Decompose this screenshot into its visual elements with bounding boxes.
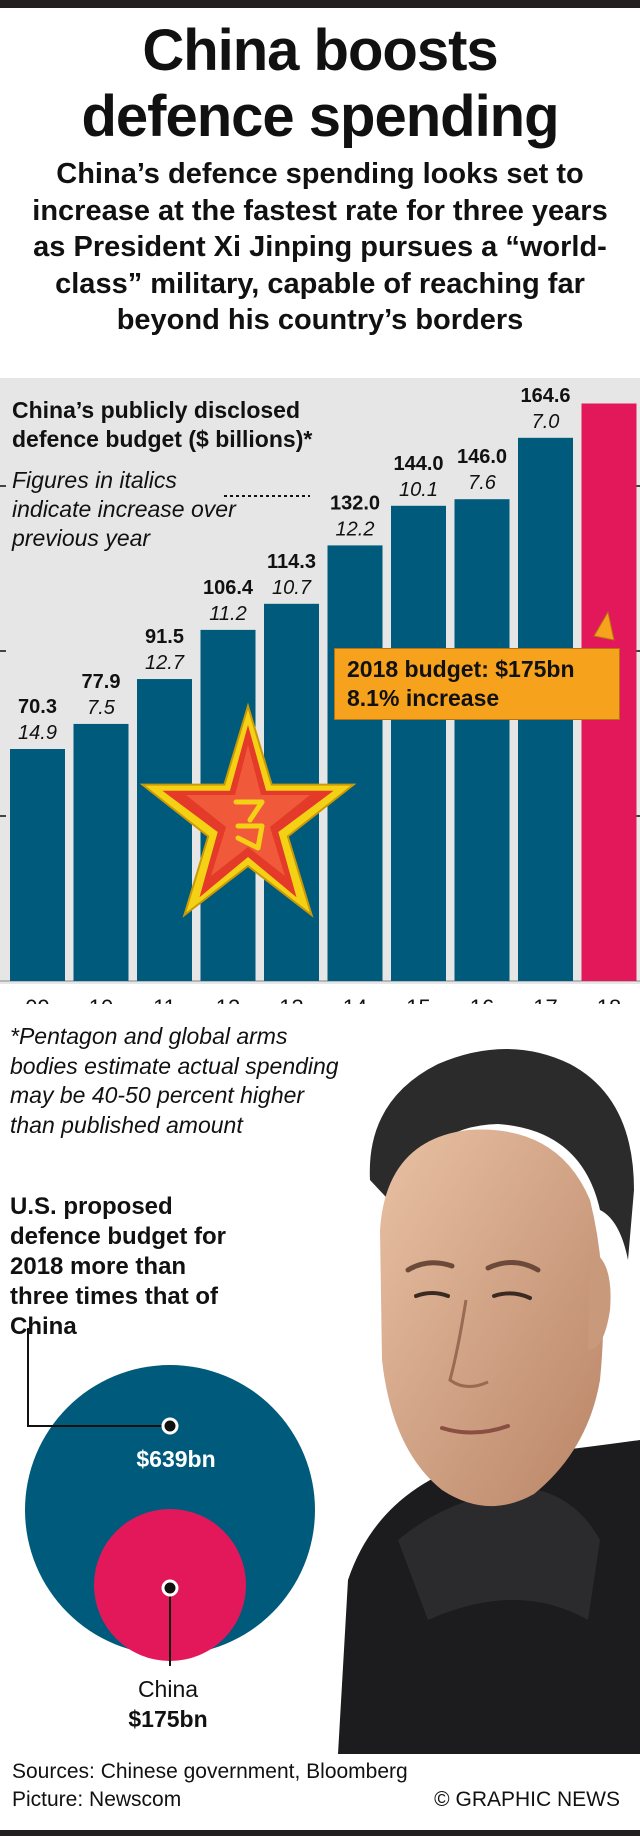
value-label-11: 91.5 <box>145 626 184 648</box>
increase-label-17: 7.0 <box>532 411 560 433</box>
increase-label-14: 12.2 <box>336 518 375 540</box>
chart-note: Figures in italics indicate increase ove… <box>12 467 236 551</box>
subtitle: China’s defence spending looks set to in… <box>32 158 608 336</box>
x-tick-label-13: 13 <box>279 995 303 1004</box>
value-label-17: 164.6 <box>520 385 570 407</box>
increase-label-09: 14.9 <box>18 722 57 744</box>
x-tick-label-09: 09 <box>25 995 49 1004</box>
value-label-16: 146.0 <box>457 446 507 468</box>
bottom-rule <box>0 1830 640 1836</box>
china-leader-dot <box>161 1579 179 1597</box>
x-tick-label-12: 12 <box>216 995 240 1004</box>
graphic-news-credit: © GRAPHIC NEWS <box>434 1788 620 1811</box>
increase-label-11: 12.7 <box>145 652 185 674</box>
xi-jinping-photo <box>338 1020 640 1754</box>
picture-credit: Picture: Newscom <box>12 1788 182 1811</box>
value-label-15: 144.0 <box>393 453 443 475</box>
us-leader-line <box>27 1328 170 1427</box>
callout-line-1: 2018 budget: $175bn <box>347 656 575 682</box>
value-label-09: 70.3 <box>18 696 57 718</box>
value-label-12: 106.4 <box>203 577 254 599</box>
value-label-10: 77.9 <box>82 671 121 693</box>
title-line-1: China boosts <box>142 18 498 83</box>
budget-bar-chart: 09 10 11 12 13 14 15 16 17 18 70.3 14.9 77.9 7.5 91.5… <box>0 385 640 1004</box>
budget-2018-callout: 2018 budget: $175bn 8.1% increase <box>334 648 620 720</box>
value-label-14: 132.0 <box>330 492 380 514</box>
bar-15 <box>391 505 446 981</box>
x-tick-label-18: 18 <box>597 995 621 1004</box>
increase-label-15: 10.1 <box>399 479 438 501</box>
increase-label-16: 7.6 <box>468 472 497 494</box>
budget-comparison-bubbles <box>25 1328 315 1666</box>
bar-11 <box>137 679 192 981</box>
comparison-text: U.S. proposed defence budget for 2018 mo… <box>10 1193 227 1340</box>
page-title: China boosts defence spending <box>0 18 640 150</box>
chart-title: China’s publicly disclosed defence budge… <box>12 397 313 452</box>
increase-label-12: 11.2 <box>209 603 246 625</box>
us-leader-dot <box>161 1417 179 1435</box>
us-budget-label: $639bn <box>136 1446 216 1472</box>
star-emblem-icon <box>139 702 357 918</box>
callout-line-2: 8.1% increase <box>347 685 500 711</box>
bar-09 <box>10 749 65 981</box>
value-label-13: 114.3 <box>267 551 316 573</box>
x-tick-label-10: 10 <box>89 995 113 1004</box>
footnote: *Pentagon and global arms bodies estimat… <box>10 1023 339 1138</box>
x-tick-label-15: 15 <box>406 995 430 1004</box>
bar-10 <box>73 723 129 981</box>
x-tick-label-11: 11 <box>153 995 176 1004</box>
bar-14 <box>327 545 383 981</box>
top-rule <box>0 0 640 8</box>
x-tick-label-16: 16 <box>470 995 494 1004</box>
increase-label-13: 10.7 <box>272 577 312 599</box>
china-name-label: China <box>137 1676 199 1702</box>
bar-16 <box>454 499 510 981</box>
callout-pointer <box>593 610 615 641</box>
x-tick-label-17: 17 <box>533 995 557 1004</box>
x-tick-label-14: 14 <box>343 995 367 1004</box>
china-budget-label: $175bn <box>128 1706 208 1732</box>
title-line-2: defence spending <box>81 84 559 149</box>
increase-label-10: 7.5 <box>87 697 116 719</box>
sources: Sources: Chinese government, Bloomberg P… <box>12 1758 408 1814</box>
sources-line: Sources: Chinese government, Bloomberg <box>12 1760 408 1783</box>
